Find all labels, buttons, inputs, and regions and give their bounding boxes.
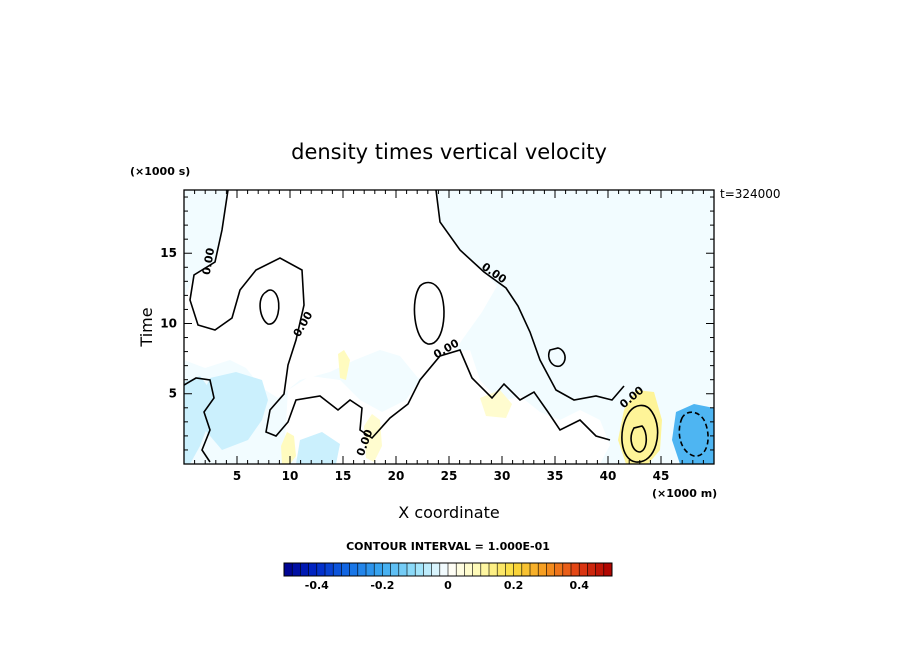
colorbar-swatch [513,563,523,576]
colorbar-swatch [398,563,408,576]
x-tick-label: 15 [335,469,352,483]
colorbar-swatch [530,563,539,576]
colorbar-swatch [554,563,564,576]
plot-area [184,190,714,464]
light-blue-region-left [184,376,212,464]
colorbar-swatch [366,563,375,576]
y-axis-label: Time [137,307,156,347]
colorbar-swatch [579,563,588,576]
colorbar-swatch [546,563,555,576]
y-tick-label: 15 [160,246,177,260]
x-tick-labels: 5 10 15 20 25 30 35 40 45 [233,469,670,483]
colorbar-swatch [382,563,391,576]
colorbar-swatch [497,563,506,576]
x-tick-label: 25 [441,469,458,483]
colorbar-swatch [448,563,457,576]
x-tick-label: 10 [282,469,299,483]
colorbar-swatch [587,563,596,576]
colorbar [283,562,613,577]
colorbar-swatch [292,563,301,576]
colorbar-swatch [308,563,318,576]
contour-loop-35km [547,347,566,368]
contour-zero-right [435,190,625,401]
x-tick-label: 40 [600,469,617,483]
contour-left-edge [184,377,215,463]
colorbar-swatch [505,563,514,576]
contour-43km-inner [630,425,648,453]
x-tick-label: 35 [547,469,564,483]
time-tag: t=324000 [720,187,781,201]
colorbar-swatch [284,563,293,576]
y-tick-label: 10 [160,316,177,330]
contour-interval-text: CONTOUR INTERVAL = 1.000E-01 [346,540,550,553]
light-blue-region-center-2 [296,432,340,464]
yellow-patch-13km [338,350,350,380]
zero-region [184,190,497,398]
colorbar-swatch [415,563,424,576]
colorbar-swatch [374,563,383,576]
colorbar-swatch [464,563,473,576]
chart-title: density times vertical velocity [291,140,607,164]
yellow-patch-10km [281,432,296,464]
colorbar-swatch [316,563,326,576]
yellow-patch-30km [480,390,512,418]
y-tick-label: 5 [169,387,177,401]
y-unit-label: (×1000 s) [130,165,190,178]
colorbar-swatch [341,563,350,576]
colorbar-swatch [480,563,490,576]
x-axis-label: X coordinate [398,503,499,522]
colorbar-swatch [349,563,359,576]
colorbar-swatch [390,563,400,576]
contour-43km-outer [621,404,659,463]
colorbar-tick-label: -0.2 [370,579,394,592]
colorbar-swatch [407,563,416,576]
colorbar-tick-label: -0.4 [305,579,329,592]
colorbar-tick-label: 0 [444,579,452,592]
colorbar-tick-label: 0.4 [569,579,589,592]
colorbar-swatch [603,563,613,576]
colorbar-swatch [300,563,309,576]
x-unit-label: (×1000 m) [652,487,717,500]
contour-loop-24km [413,281,445,345]
x-tick-label: 45 [653,469,670,483]
colorbar-swatch [431,563,441,576]
colorbar-swatch [472,563,482,576]
x-tick-label: 20 [388,469,405,483]
colorbar-tick-labels: -0.4 -0.2 0 0.2 0.4 [305,579,590,592]
colorbar-swatch [571,563,580,576]
colorbar-swatch [439,563,449,576]
x-tick-label: 30 [494,469,511,483]
colorbar-swatch [595,563,605,576]
colorbar-swatch [423,563,432,576]
colorbar-swatch [521,563,531,576]
colorbar-swatch [357,563,367,576]
contour-loop-8km [259,289,280,325]
light-blue-region-center [200,372,268,450]
contour-zero-main [189,190,611,441]
contour-label-1: 0.00 [200,247,218,276]
colorbar-frame [283,562,613,577]
axis-ticks [184,190,714,464]
colorbar-swatch [538,563,547,576]
colorbar-tick-label: 0.2 [504,579,524,592]
contour-lines [184,190,709,463]
colorbar-swatch [456,563,465,576]
colorbar-swatch [562,563,572,576]
colorbar-swatch [489,563,498,576]
colorbar-swatch [333,563,342,576]
y-tick-labels: 5 10 15 [160,246,177,401]
x-tick-label: 5 [233,469,241,483]
colorbar-swatch [325,563,334,576]
